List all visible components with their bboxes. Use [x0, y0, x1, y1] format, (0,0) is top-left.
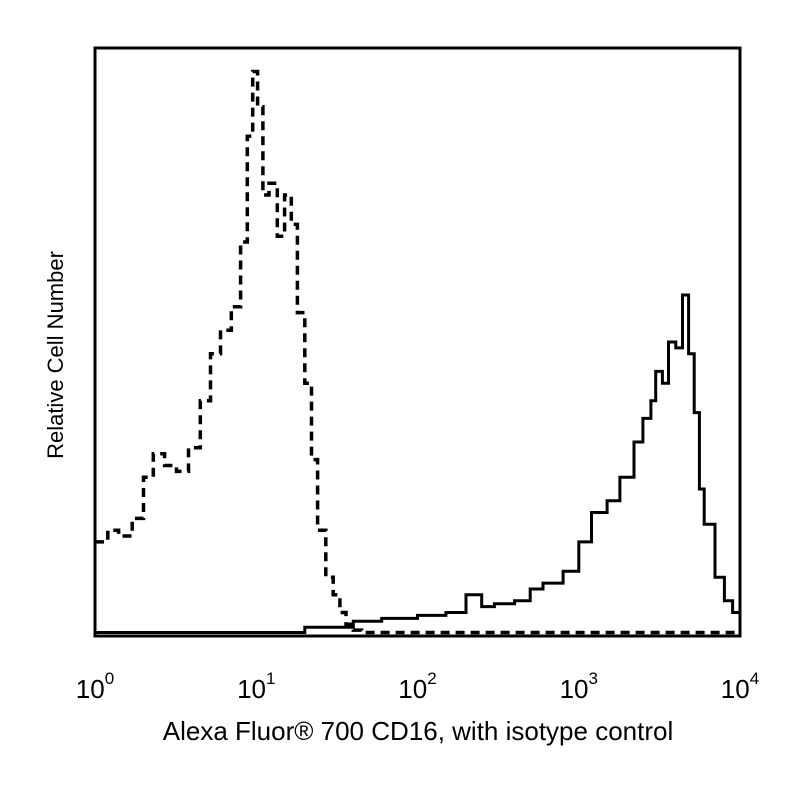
cd16-histogram	[95, 293, 742, 634]
x-tick-base: 10	[560, 674, 589, 704]
x-tick-label: 100	[76, 669, 114, 704]
x-tick-exponent: 1	[266, 669, 275, 688]
x-tick-label: 102	[398, 669, 436, 704]
x-tick-base: 10	[721, 674, 750, 704]
x-tick-label: 103	[560, 669, 598, 704]
x-axis-title: Alexa Fluor® 700 CD16, with isotype cont…	[163, 716, 674, 746]
x-tick-label: 101	[237, 669, 275, 704]
x-tick-label: 104	[721, 669, 759, 704]
x-tick-exponent: 0	[105, 669, 114, 688]
y-axis-title: Relative Cell Number	[43, 251, 68, 459]
x-tick-base: 10	[398, 674, 427, 704]
series-layer	[95, 69, 742, 635]
isotype-control-histogram	[95, 69, 740, 635]
x-tick-labels: 100 101 102 103 104	[76, 669, 759, 704]
plot-frame	[93, 46, 742, 638]
x-tick-base: 10	[237, 674, 266, 704]
x-tick-base: 10	[76, 674, 105, 704]
x-tick-exponent: 3	[589, 669, 598, 688]
x-tick-exponent: 4	[750, 669, 759, 688]
x-tick-exponent: 2	[427, 669, 436, 688]
